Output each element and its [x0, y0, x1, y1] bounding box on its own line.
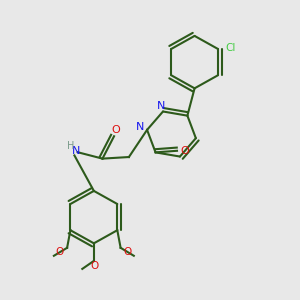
- Text: O: O: [90, 261, 99, 271]
- Text: N: N: [136, 122, 145, 132]
- Text: O: O: [111, 125, 120, 136]
- Text: Cl: Cl: [225, 43, 236, 53]
- Text: H: H: [68, 141, 75, 151]
- Text: N: N: [72, 146, 80, 156]
- Text: O: O: [180, 146, 189, 156]
- Text: N: N: [157, 101, 166, 111]
- Text: O: O: [56, 247, 64, 257]
- Text: O: O: [124, 247, 132, 257]
